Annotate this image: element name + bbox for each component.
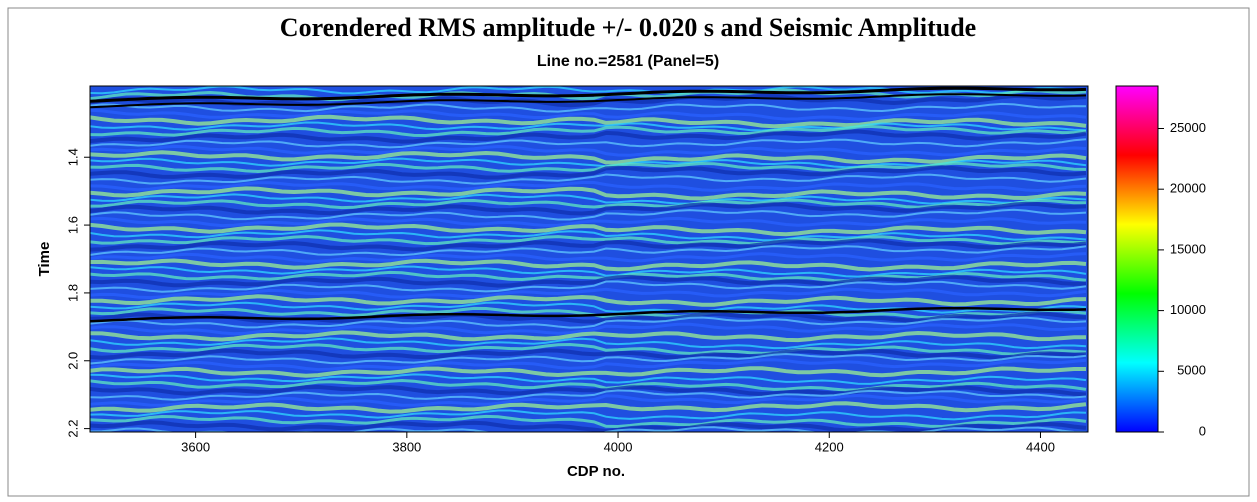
seismic-stripe: [90, 86, 1086, 95]
seismic-stripe: [90, 102, 1087, 113]
y-tick-label: 1.8: [65, 284, 80, 302]
colorbar-tick-label: 15000: [1170, 241, 1206, 256]
seismic-stripe: [90, 420, 1087, 432]
seismic-reflector: [90, 93, 1087, 109]
colorbar-tick-label: 0: [1199, 423, 1206, 438]
seismic-stripe: [90, 389, 1087, 401]
y-axis-label: Time: [36, 242, 53, 277]
seismic-stripe: [90, 222, 1087, 237]
seismic-stripe: [90, 348, 1087, 360]
seismic-stripe: [90, 181, 1087, 193]
seismic-stripe: [90, 150, 1087, 165]
seismic-stripe: [90, 330, 1086, 343]
seismic-stripe: [90, 216, 1087, 228]
seismic-stripe: [90, 280, 1087, 293]
seismic-stripe: [90, 378, 1087, 392]
seismic-reflector: [90, 306, 1087, 323]
seismic-stripe: [90, 193, 1087, 205]
seismic-stripe: [90, 186, 1087, 201]
seismic-stripe: [90, 138, 1087, 149]
colorbar-tick-label: 10000: [1170, 302, 1206, 317]
y-tick-label: 1.6: [65, 216, 80, 234]
seismic-stripe: [90, 144, 1087, 157]
x-tick-label: 4000: [604, 439, 633, 454]
seismic-stripe: [90, 342, 1087, 356]
seismic-stripe: [90, 121, 1087, 132]
x-tick-label: 4400: [1026, 439, 1055, 454]
y-tick-label: 2.2: [65, 420, 80, 438]
seismic-stripe: [90, 173, 1087, 185]
seismic-stripe: [90, 157, 1087, 169]
seismic-reflector: [90, 86, 1087, 103]
x-axis-label: CDP no.: [567, 463, 625, 480]
seismic-stripe: [90, 287, 1087, 300]
seismic-stripe: [90, 108, 1087, 121]
seismic-stripe: [90, 393, 1087, 407]
seismic-stripe: [90, 414, 1087, 429]
colorbar-tick-label: 20000: [1170, 181, 1206, 196]
seismic-stripe: [90, 384, 1087, 397]
x-tick-label: 3800: [392, 439, 421, 454]
chart-subtitle: Line no.=2581 (Panel=5): [537, 53, 719, 70]
chart-title: Corendered RMS amplitude +/- 0.020 s and…: [280, 13, 976, 42]
seismic-stripe: [90, 124, 1087, 138]
plot-border: [89, 85, 1089, 433]
colorbar-tick-label: 5000: [1177, 363, 1206, 378]
seismic-stripe: [90, 401, 1087, 414]
seismic-stripe: [90, 373, 1087, 385]
seismic-stripe: [90, 294, 1087, 307]
seismic-stripe: [90, 316, 1087, 329]
seismic-stripe: [90, 229, 1087, 242]
seismic-stripe: [90, 198, 1087, 210]
seismic-stripe: [90, 274, 1087, 288]
seismic-stripe: [90, 238, 1087, 252]
x-tick-label: 4200: [815, 439, 844, 454]
x-tick-label: 3600: [181, 439, 210, 454]
y-tick-label: 2.0: [65, 352, 80, 370]
seismic-stripe: [90, 165, 1087, 180]
seismic-stripe: [90, 129, 1087, 144]
seismic-stripe: [90, 311, 1087, 324]
seismic-stripe: [90, 234, 1087, 246]
seismic-stripe: [90, 352, 1087, 365]
seismic-stripe: [90, 201, 1087, 216]
colorbar: [1115, 85, 1159, 433]
seismic-stripe: [90, 208, 1087, 221]
seismic-stripe: [90, 258, 1087, 272]
seismic-stripe: [90, 265, 1087, 278]
seismic-image: [90, 86, 1088, 432]
seismic-stripe: [90, 366, 1086, 378]
seismic-stripe: [90, 301, 1087, 314]
seismic-stripe: [90, 252, 1087, 263]
seismic-stripe: [90, 358, 1087, 372]
colorbar-tick-label: 25000: [1170, 120, 1206, 135]
seismic-stripe: [90, 114, 1087, 129]
seismic-stripe: [90, 322, 1087, 336]
seismic-stripe: [90, 337, 1087, 350]
y-tick-label: 1.4: [65, 148, 80, 166]
seismic-stripe: [90, 245, 1087, 257]
seismic-stripe: [90, 409, 1087, 421]
